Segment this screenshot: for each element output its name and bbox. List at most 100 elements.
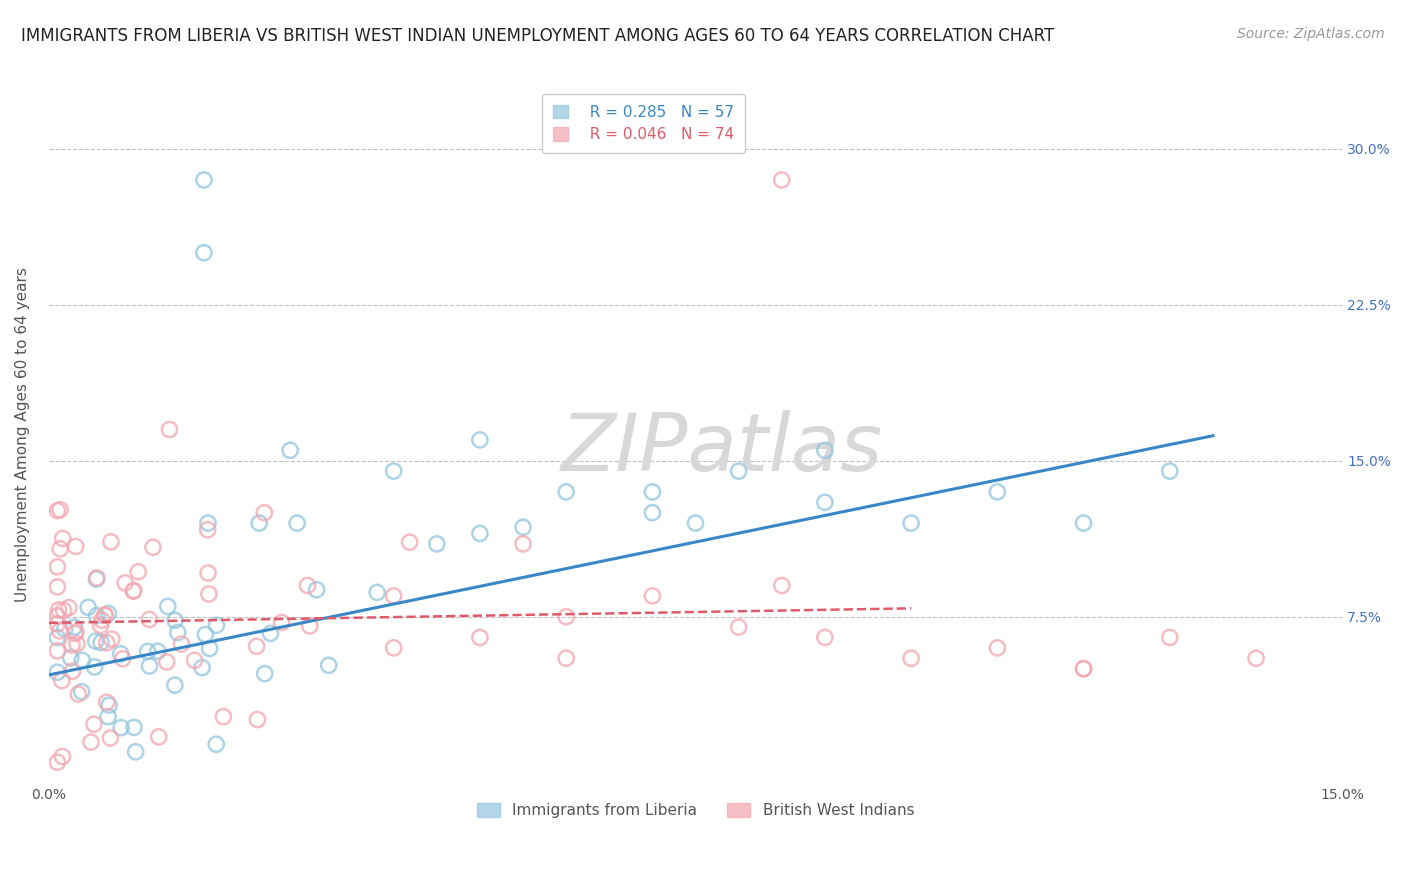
Text: IMMIGRANTS FROM LIBERIA VS BRITISH WEST INDIAN UNEMPLOYMENT AMONG AGES 60 TO 64 : IMMIGRANTS FROM LIBERIA VS BRITISH WEST … [21,27,1054,45]
Immigrants from Liberia [318,658,340,673]
British West Indians [382,640,405,655]
Immigrants from Liberia [685,516,707,530]
Immigrants from Liberia [382,464,405,478]
British West Indians [80,735,103,749]
Immigrants from Liberia [205,737,228,751]
British West Indians [63,626,86,640]
Immigrants from Liberia [641,484,664,499]
Immigrants from Liberia [70,685,93,699]
Immigrants from Liberia [122,720,145,734]
British West Indians [94,608,117,623]
Immigrants from Liberia [814,495,837,509]
British West Indians [51,673,73,688]
British West Indians [555,651,578,665]
Immigrants from Liberia [166,625,188,640]
Immigrants from Liberia [86,572,108,586]
British West Indians [148,730,170,744]
Immigrants from Liberia [305,582,328,597]
British West Indians [122,583,145,598]
British West Indians [1244,651,1267,665]
Immigrants from Liberia [90,635,112,649]
British West Indians [111,652,134,666]
British West Indians [46,756,69,770]
Immigrants from Liberia [1159,464,1181,478]
British West Indians [1159,631,1181,645]
British West Indians [156,655,179,669]
British West Indians [94,607,117,622]
British West Indians [52,603,75,617]
Immigrants from Liberia [512,520,534,534]
British West Indians [138,612,160,626]
Immigrants from Liberia [426,537,449,551]
British West Indians [770,173,793,187]
British West Indians [245,640,267,654]
Immigrants from Liberia [247,516,270,530]
Immigrants from Liberia [986,484,1008,499]
British West Indians [297,578,319,592]
British West Indians [814,631,837,645]
Immigrants from Liberia [138,659,160,673]
British West Indians [727,620,749,634]
British West Indians [382,589,405,603]
British West Indians [468,631,491,645]
Immigrants from Liberia [98,698,121,713]
British West Indians [66,637,89,651]
British West Indians [46,644,69,658]
British West Indians [48,624,70,638]
Immigrants from Liberia [53,622,76,636]
British West Indians [1073,662,1095,676]
Immigrants from Liberia [727,464,749,478]
Y-axis label: Unemployment Among Ages 60 to 64 years: Unemployment Among Ages 60 to 64 years [15,268,30,602]
Immigrants from Liberia [163,613,186,627]
British West Indians [52,532,75,546]
British West Indians [555,609,578,624]
Immigrants from Liberia [1073,516,1095,530]
Text: Source: ZipAtlas.com: Source: ZipAtlas.com [1237,27,1385,41]
British West Indians [58,600,80,615]
Immigrants from Liberia [468,526,491,541]
Immigrants from Liberia [197,516,219,530]
Immigrants from Liberia [83,660,105,674]
British West Indians [51,749,73,764]
British West Indians [67,687,90,701]
Immigrants from Liberia [63,620,86,634]
British West Indians [641,589,664,603]
British West Indians [46,616,69,631]
British West Indians [298,619,321,633]
British West Indians [183,653,205,667]
British West Indians [900,651,922,665]
Immigrants from Liberia [97,709,120,723]
British West Indians [96,695,118,709]
Immigrants from Liberia [84,634,107,648]
British West Indians [100,534,122,549]
British West Indians [46,503,69,517]
British West Indians [46,608,69,623]
British West Indians [60,638,83,652]
British West Indians [986,640,1008,655]
Text: ZIPatlas: ZIPatlas [561,409,883,488]
Immigrants from Liberia [555,484,578,499]
Immigrants from Liberia [136,644,159,658]
British West Indians [49,541,72,556]
British West Indians [114,575,136,590]
Immigrants from Liberia [146,644,169,658]
Immigrants from Liberia [900,516,922,530]
British West Indians [86,571,108,585]
British West Indians [98,731,121,745]
Immigrants from Liberia [641,506,664,520]
British West Indians [246,713,269,727]
Immigrants from Liberia [198,641,221,656]
Immigrants from Liberia [193,245,215,260]
British West Indians [49,502,72,516]
British West Indians [159,423,181,437]
British West Indians [90,613,112,627]
Legend: Immigrants from Liberia, British West Indians: Immigrants from Liberia, British West In… [471,797,921,824]
British West Indians [512,537,534,551]
British West Indians [142,541,165,555]
British West Indians [212,709,235,723]
British West Indians [197,566,219,580]
British West Indians [48,603,70,617]
Immigrants from Liberia [46,665,69,680]
British West Indians [270,615,292,630]
Immigrants from Liberia [77,600,100,615]
